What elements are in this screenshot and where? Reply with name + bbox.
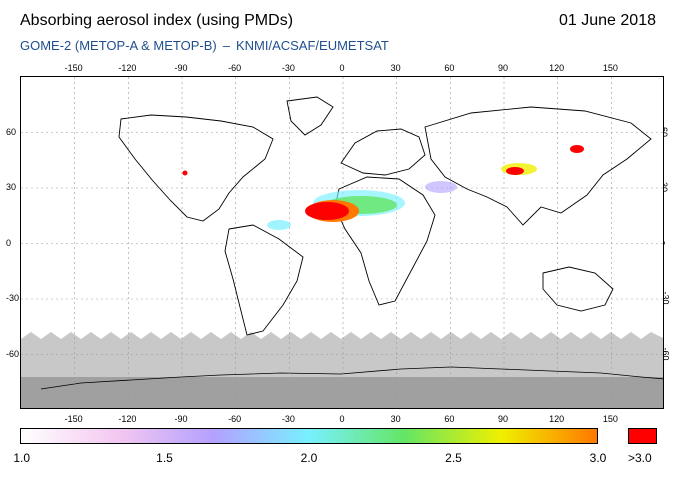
lon-tick-label-bottom: 120 bbox=[549, 414, 565, 424]
lon-tick-label-bottom: 30 bbox=[390, 414, 401, 424]
lon-tick-label-bottom: -120 bbox=[118, 414, 137, 424]
lat-lon-grid bbox=[21, 77, 663, 408]
lon-tick-label-bottom: -30 bbox=[281, 414, 295, 424]
map-date: 01 June 2018 bbox=[559, 12, 656, 29]
colorbar-overflow-swatch bbox=[628, 428, 657, 444]
provider-label: KNMI/ACSAF/EUMETSAT bbox=[235, 38, 389, 53]
lon-tick-label-bottom: -90 bbox=[174, 414, 188, 424]
south-america-outline bbox=[224, 224, 304, 336]
lon-tick-label-top: 150 bbox=[602, 63, 618, 73]
colorbar-tick-label: 1.5 bbox=[156, 451, 173, 465]
antarctica-region bbox=[21, 377, 663, 408]
lat-tick-label-left: 30 bbox=[6, 182, 17, 192]
lon-tick-label-top: -60 bbox=[228, 63, 242, 73]
aerosol-plume-china-red bbox=[506, 167, 524, 175]
lon-tick-label-bottom: 0 bbox=[339, 414, 345, 424]
europe-outline bbox=[340, 128, 426, 176]
lon-tick-label-top: 0 bbox=[339, 63, 345, 73]
aerosol-map bbox=[20, 76, 664, 409]
lon-tick-label-bottom: -150 bbox=[64, 414, 83, 424]
lon-tick-label-top: 30 bbox=[390, 63, 401, 73]
lon-tick-label-bottom: 150 bbox=[602, 414, 618, 424]
aerosol-index-colorbar bbox=[20, 428, 598, 444]
aerosol-plume-atlantic bbox=[267, 220, 291, 230]
lon-tick-label-bottom: 90 bbox=[497, 414, 509, 424]
colorbar-overflow-label: >3.0 bbox=[628, 451, 652, 465]
aerosol-plume-sahara-red bbox=[305, 202, 349, 220]
north-america-outline bbox=[118, 114, 274, 222]
instrument-label: GOME-2 (METOP-A & METOP-B) bbox=[20, 38, 217, 53]
lat-tick-label-left: 0 bbox=[6, 237, 12, 248]
aerosol-plume-northeast-asia bbox=[570, 145, 584, 153]
map-subtitle: GOME-2 (METOP-A & METOP-B) – KNMI/ACSAF/EU… bbox=[20, 38, 389, 53]
lon-tick-label-top: 90 bbox=[497, 63, 509, 73]
aerosol-plume-arabia bbox=[425, 181, 457, 193]
colorbar-tick-label: 3.0 bbox=[589, 451, 607, 465]
lon-tick-label-top: -90 bbox=[174, 63, 188, 73]
map-title: Absorbing aerosol index (using PMDs) bbox=[20, 12, 294, 29]
subtitle-separator: – bbox=[222, 38, 230, 53]
colorbar-tick-label: 2.0 bbox=[300, 451, 318, 465]
coastlines bbox=[118, 96, 652, 336]
lon-tick-label-bottom: -60 bbox=[228, 414, 242, 424]
lon-tick-label-top: 60 bbox=[444, 63, 455, 73]
colorbar-tick-label: 1.0 bbox=[13, 451, 31, 465]
africa-outline bbox=[334, 176, 436, 306]
lat-tick-label-left: -60 bbox=[6, 348, 20, 359]
lon-tick-label-top: 120 bbox=[549, 63, 565, 73]
australia-outline bbox=[542, 266, 614, 312]
lon-tick-label-top: -30 bbox=[281, 63, 295, 73]
lat-tick-label-left: 60 bbox=[6, 126, 17, 137]
lon-tick-label-top: -120 bbox=[118, 63, 137, 73]
aerosol-plumes bbox=[182, 145, 584, 230]
antarctica-coast bbox=[40, 366, 663, 390]
aerosol-spot-north-america bbox=[182, 170, 188, 176]
lat-tick-label-left: -30 bbox=[6, 293, 20, 303]
lon-tick-label-top: -150 bbox=[64, 63, 83, 73]
colorbar-tick-label: 2.5 bbox=[445, 451, 462, 465]
asia-outline bbox=[424, 106, 652, 226]
map-canvas bbox=[21, 77, 663, 408]
greenland-outline bbox=[286, 96, 334, 136]
lon-tick-label-bottom: 60 bbox=[444, 414, 455, 424]
